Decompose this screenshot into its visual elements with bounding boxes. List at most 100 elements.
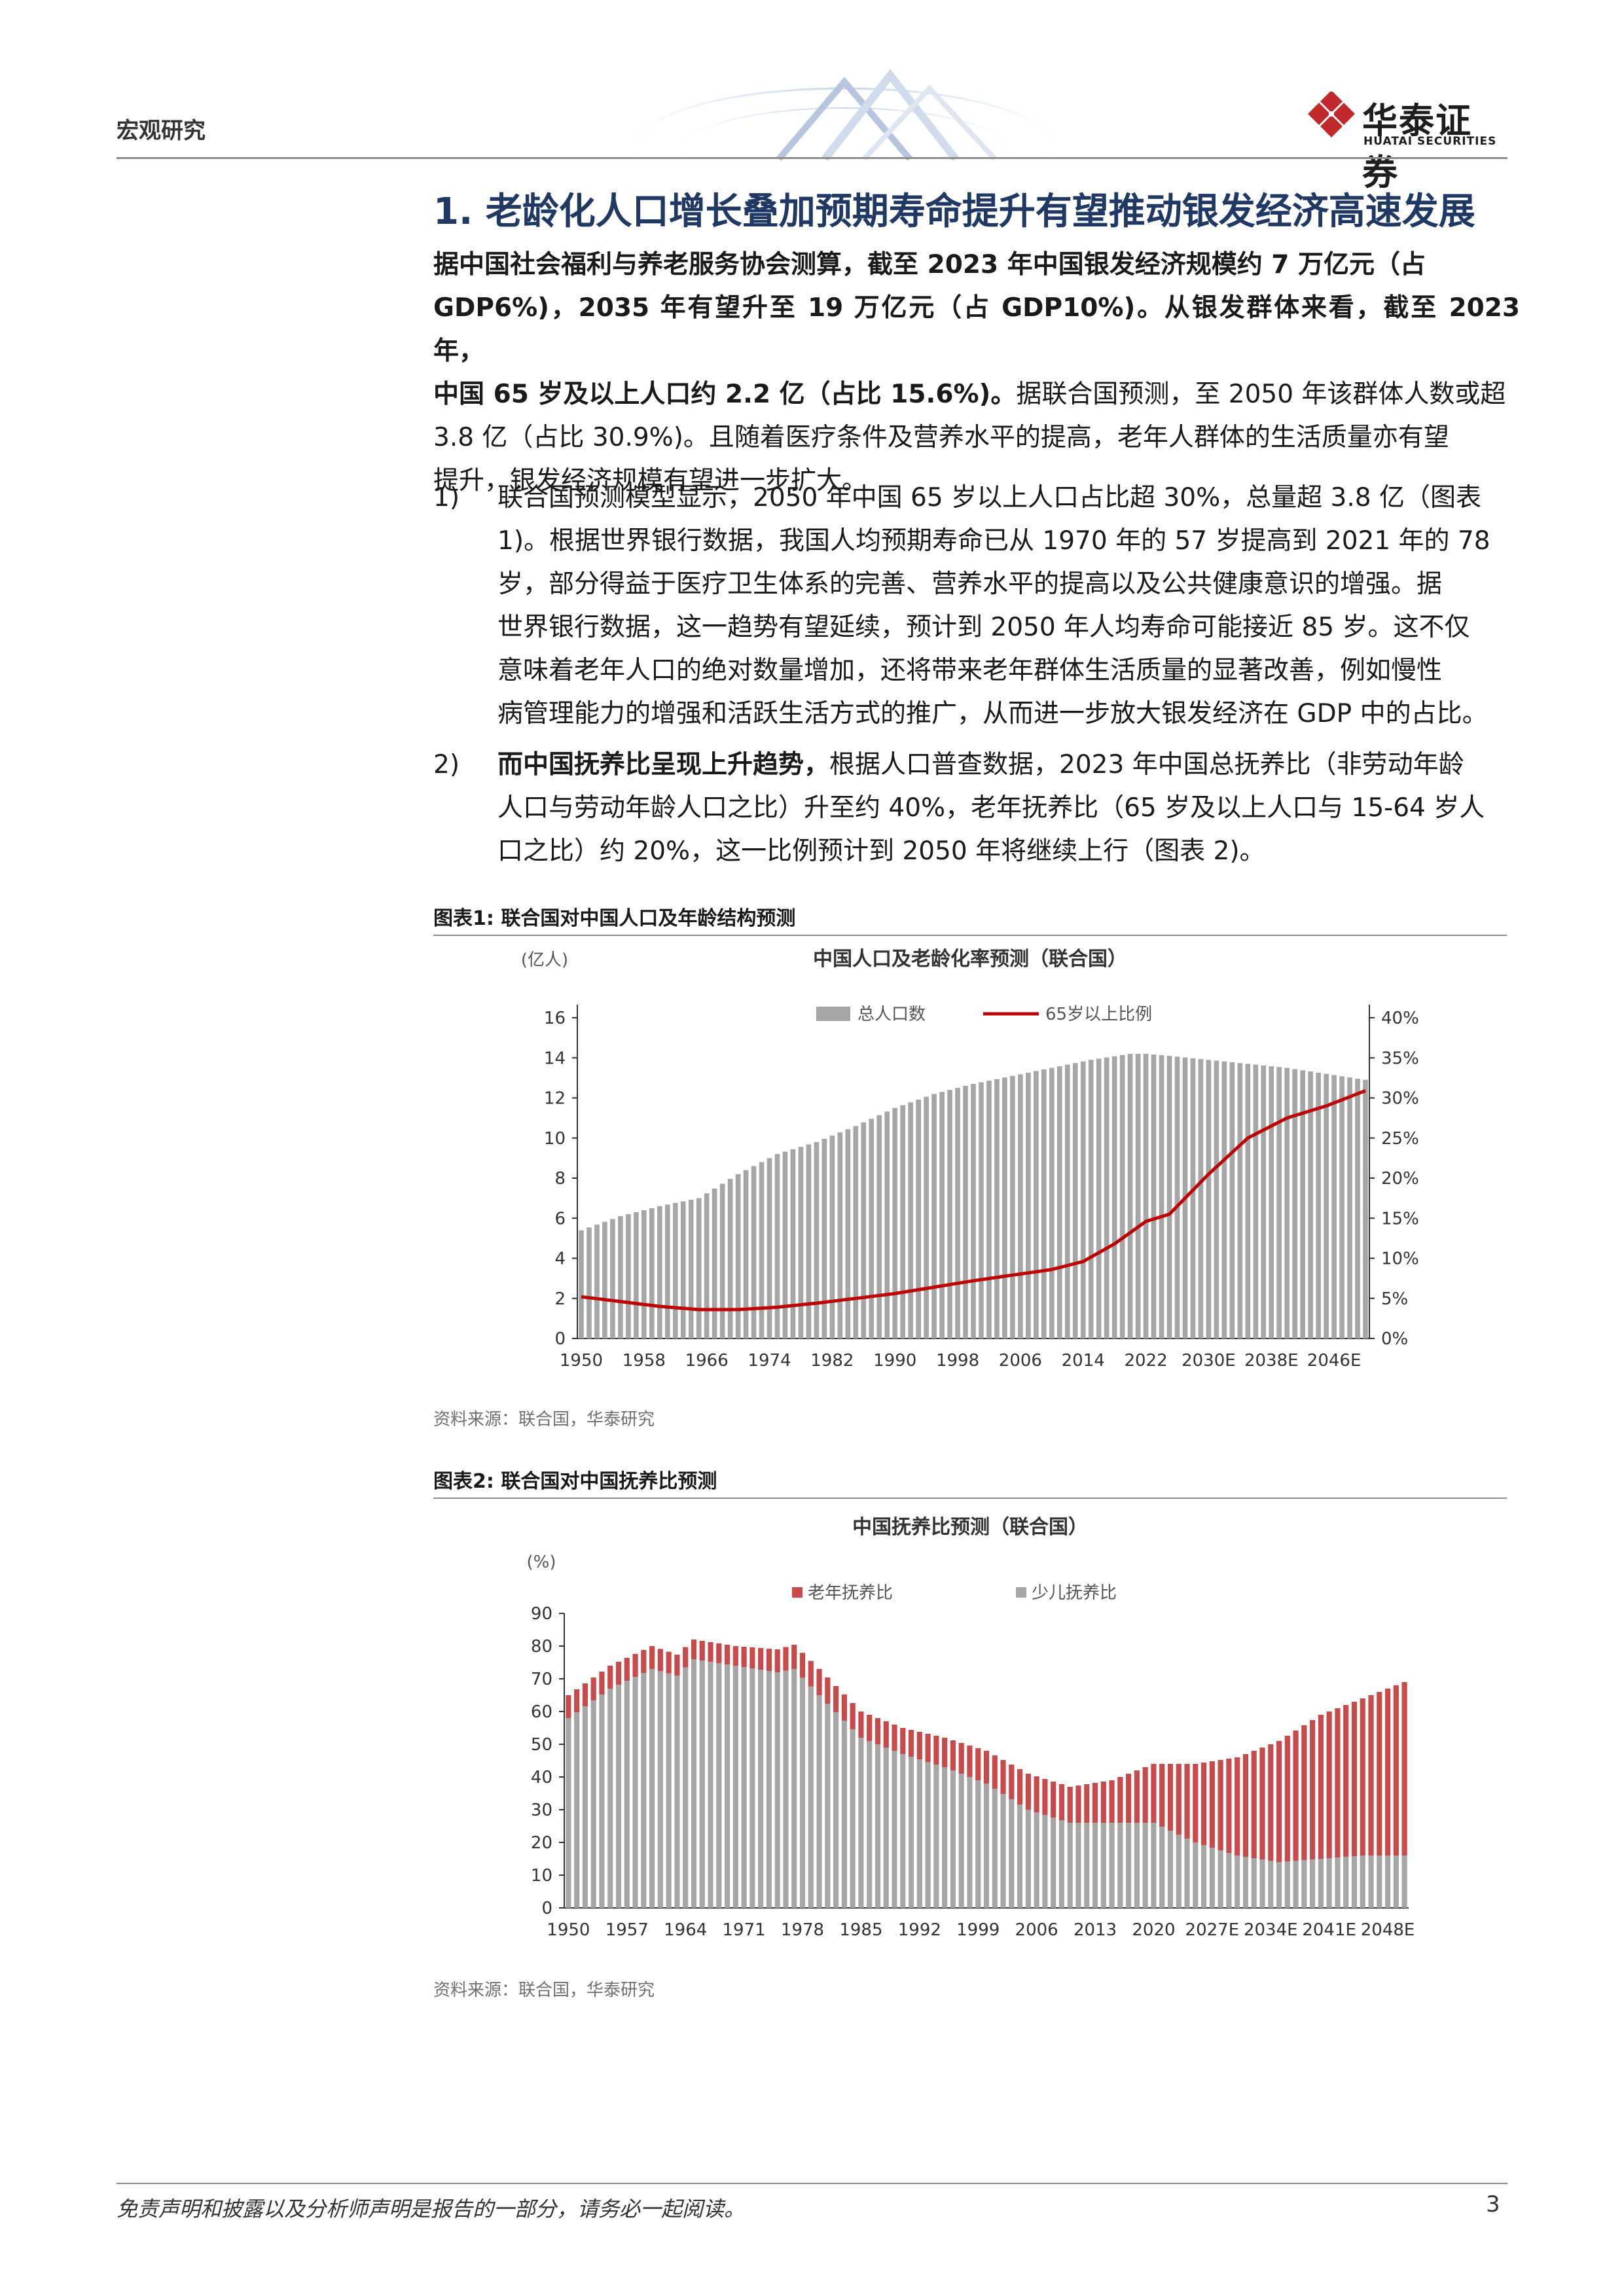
population-bar (688, 1200, 694, 1338)
old-ratio-bar (1134, 1770, 1140, 1823)
population-bar (602, 1221, 607, 1338)
old-ratio-bar (1058, 1784, 1065, 1820)
legend-swatch-bar (816, 1007, 850, 1021)
population-bar (1206, 1060, 1212, 1338)
old-ratio-bar (1368, 1695, 1374, 1856)
x-tick-label: 1974 (748, 1351, 791, 1371)
young-ratio-bar (1401, 1856, 1407, 1908)
young-ratio-bar (1142, 1823, 1148, 1908)
population-bar (1056, 1066, 1062, 1338)
company-logo: 华泰证券 HUATAI SECURITIES (1306, 90, 1502, 193)
young-ratio-bar (1301, 1860, 1307, 1908)
old-ratio-bar (649, 1646, 655, 1669)
young-ratio-bar (1184, 1839, 1190, 1908)
population-bar (1151, 1054, 1157, 1338)
intro-line: 提升，银发经济规模有望进一步扩大。 (433, 459, 1520, 503)
population-bar (1018, 1074, 1023, 1338)
population-bar (1269, 1066, 1274, 1338)
young-ratio-bar (1075, 1823, 1081, 1908)
text-run: 1)。根据世界银行数据，我国人均预期寿命已从 1970 年的 57 岁提高到 2… (497, 526, 1490, 556)
old-ratio-bar (1301, 1725, 1307, 1860)
item-line: 人口与劳动年龄人口之比）升至约 40%，老年抚养比（65 岁及以上人口与 15-… (497, 787, 1520, 830)
old-ratio-bar (683, 1647, 689, 1668)
old-ratio-bar (1318, 1715, 1324, 1859)
old-ratio-bar (1042, 1779, 1048, 1815)
x-tick-label: 1999 (956, 1920, 1000, 1940)
young-ratio-bar (867, 1741, 873, 1908)
old-ratio-bar (1126, 1774, 1132, 1823)
young-ratio-bar (791, 1669, 797, 1908)
old-ratio-bar (758, 1648, 764, 1670)
population-bar (1111, 1056, 1117, 1338)
x-tick-label: 2014 (1062, 1351, 1105, 1371)
population-bar (1041, 1069, 1047, 1338)
young-ratio-bar (1310, 1859, 1316, 1908)
population-bar (672, 1202, 678, 1338)
population-bar (1159, 1055, 1164, 1338)
population-bar (1261, 1065, 1267, 1338)
old-ratio-bar (741, 1647, 747, 1667)
population-bar (1229, 1062, 1235, 1338)
population-bar (1347, 1077, 1352, 1338)
young-ratio-bar (967, 1777, 973, 1908)
old-ratio-bar (1051, 1782, 1056, 1818)
young-ratio-bar (1176, 1835, 1182, 1908)
young-ratio-bar (674, 1676, 680, 1908)
young-ratio-bar (983, 1784, 990, 1908)
old-ratio-bar (950, 1740, 956, 1770)
text-run: 中国 65 岁及以上人口约 2.2 亿（占比 15.6%)。 (433, 380, 1017, 409)
y2-tick-label: 40% (1381, 1009, 1419, 1028)
y-tick-label: 90 (531, 1604, 552, 1624)
young-ratio-bar (1235, 1856, 1240, 1908)
legend-label: 总人口数 (857, 1005, 926, 1024)
old-ratio-bar (599, 1672, 605, 1695)
list-item-number: 2) (433, 750, 460, 780)
population-bar (1002, 1077, 1007, 1338)
old-ratio-bar (1109, 1780, 1115, 1823)
young-ratio-bar (825, 1704, 831, 1908)
population-bar (1276, 1067, 1282, 1338)
population-chart: 中国人口及老龄化率预测（联合国） (亿人) 总人口数 65岁以上比例 0 2 4 6 8 10 12… (521, 948, 1419, 1371)
x-tick-label: 2048E (1361, 1920, 1415, 1940)
x-tick-label: 2006 (1015, 1920, 1058, 1940)
young-ratio-bar (649, 1669, 655, 1908)
text-run: 岁，部分得益于医疗卫生体系的完善、营养水平的提高以及公共健康意识的增强。据 (497, 569, 1443, 599)
figure2-caption: 图表2: 联合国对中国抚养比预测 (433, 1470, 717, 1493)
old-ratio-bar (1117, 1777, 1123, 1823)
old-ratio-bar (958, 1743, 964, 1774)
population-bar (586, 1227, 592, 1338)
y-tick-label: 30 (531, 1801, 552, 1820)
young-ratio-bar (607, 1689, 613, 1908)
young-ratio-bar (1151, 1823, 1157, 1908)
old-ratio-bar (774, 1649, 780, 1672)
young-ratio-bar (1000, 1794, 1006, 1908)
dependency-ratio-chart: 中国抚养比预测（联合国） (%) 老年抚养比 少儿抚养比 0 10 20 30 40 50 60 70… (527, 1516, 1415, 1940)
young-ratio-bar (1343, 1857, 1349, 1908)
population-bar (876, 1115, 882, 1338)
young-ratio-bar (741, 1667, 747, 1908)
population-bar (931, 1094, 937, 1338)
young-ratio-bar (992, 1789, 998, 1908)
old-ratio-bar (716, 1643, 722, 1663)
young-ratio-bar (1335, 1857, 1341, 1908)
population-bar (790, 1149, 796, 1338)
young-ratio-bar (766, 1671, 772, 1908)
figure1-caption-rule (433, 935, 1507, 936)
old-ratio-bar (783, 1647, 789, 1671)
old-ratio-bar (1310, 1720, 1316, 1859)
young-ratio-bar (666, 1673, 672, 1908)
old-ratio-bar (624, 1658, 630, 1681)
x-tick-label: 2013 (1074, 1920, 1117, 1940)
figure1-source: 资料来源：联合国，华泰研究 (433, 1410, 655, 1429)
old-ratio-bar (841, 1695, 847, 1721)
population-bar (892, 1107, 898, 1338)
population-bar (727, 1179, 733, 1338)
footer-divider (117, 2183, 1507, 2184)
young-ratio-bar (624, 1681, 630, 1908)
old-ratio-bar (1259, 1748, 1265, 1859)
old-ratio-bar (1000, 1760, 1006, 1794)
population-bar (924, 1096, 929, 1338)
section-heading: 1. 老龄化人口增长叠加预期寿命提升有望推动银发经济高速发展 (433, 190, 1475, 233)
young-ratio-bar (850, 1729, 856, 1908)
population-bar (680, 1201, 686, 1338)
